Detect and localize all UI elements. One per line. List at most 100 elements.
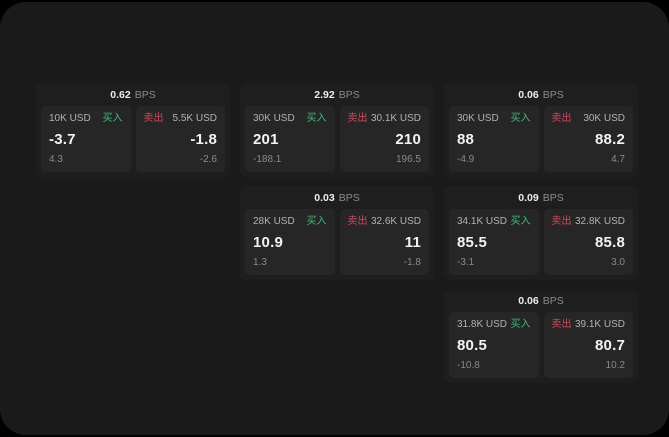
card-body: 30K USD 买入 88 -4.9 卖出 30K USD 88.2 4.7 <box>449 106 633 172</box>
buy-tile-header: 28K USD 买入 <box>253 216 327 228</box>
sell-tile-header: 卖出 39.1K USD <box>552 319 626 331</box>
buy-side-label: 买入 <box>510 319 531 330</box>
buy-amount: 30K USD <box>457 113 499 124</box>
sell-side-label: 卖出 <box>551 113 572 124</box>
card-header: 0.62 BPS <box>41 83 225 106</box>
spread-value: 0.06 <box>518 294 539 307</box>
sell-amount: 5.5K USD <box>172 113 217 124</box>
card-header: 0.06 BPS <box>449 289 633 312</box>
card-body: 10K USD 买入 -3.7 4.3 卖出 5.5K USD -1.8 -2.… <box>41 106 225 172</box>
buy-price: 85.5 <box>457 234 487 251</box>
spread-unit-label: BPS <box>542 294 564 307</box>
spread-unit-label: BPS <box>542 88 564 101</box>
buy-delta: -4.9 <box>457 154 475 165</box>
buy-delta: -3.1 <box>457 257 475 268</box>
card-body: 31.8K USD 买入 80.5 -10.8 卖出 39.1K USD 80.… <box>449 312 633 378</box>
sell-side-label: 卖出 <box>551 319 572 330</box>
spread-unit-label: BPS <box>338 88 360 101</box>
buy-price: -3.7 <box>49 131 76 148</box>
buy-tile[interactable]: 10K USD 买入 -3.7 4.3 <box>41 106 131 172</box>
sell-tile-header: 卖出 30K USD <box>552 113 626 125</box>
spread-unit-label: BPS <box>338 191 360 204</box>
sell-amount: 32.8K USD <box>574 216 625 227</box>
spread-value: 0.06 <box>518 88 539 101</box>
card-header: 2.92 BPS <box>245 83 429 106</box>
sell-delta: 10.2 <box>605 360 625 371</box>
sell-delta: -1.8 <box>403 257 421 268</box>
quote-card: 0.06 BPS 30K USD 买入 88 -4.9 卖出 30K USD 8… <box>444 83 638 177</box>
sell-tile[interactable]: 卖出 32.8K USD 85.8 3.0 <box>543 209 633 275</box>
sell-tile[interactable]: 卖出 39.1K USD 80.7 10.2 <box>543 312 633 378</box>
sell-delta: 196.5 <box>395 154 421 165</box>
sell-price: 85.8 <box>595 234 625 251</box>
card-grid: 0.62 BPS 10K USD 买入 -3.7 4.3 卖出 5.5K USD… <box>36 83 638 383</box>
buy-tile-header: 34.1K USD 买入 <box>457 216 531 228</box>
buy-side-label: 买入 <box>306 113 327 124</box>
sell-side-label: 卖出 <box>347 216 368 227</box>
buy-tile[interactable]: 28K USD 买入 10.9 1.3 <box>245 209 335 275</box>
quote-card: 0.06 BPS 31.8K USD 买入 80.5 -10.8 卖出 39.1… <box>444 289 638 383</box>
buy-amount: 34.1K USD <box>457 216 508 227</box>
sell-amount: 30K USD <box>583 113 625 124</box>
buy-side-label: 买入 <box>102 113 123 124</box>
card-body: 34.1K USD 买入 85.5 -3.1 卖出 32.8K USD 85.8… <box>449 209 633 275</box>
quote-card: 0.62 BPS 10K USD 买入 -3.7 4.3 卖出 5.5K USD… <box>36 83 230 177</box>
buy-side-label: 买入 <box>510 113 531 124</box>
sell-side-label: 卖出 <box>143 113 164 124</box>
buy-tile-header: 30K USD 买入 <box>457 113 531 125</box>
sell-delta: 4.7 <box>611 154 625 165</box>
buy-delta: 4.3 <box>49 154 63 165</box>
sell-side-label: 卖出 <box>551 216 572 227</box>
buy-tile[interactable]: 34.1K USD 买入 85.5 -3.1 <box>449 209 539 275</box>
spread-unit-label: BPS <box>134 88 156 101</box>
buy-tile[interactable]: 30K USD 买入 201 -188.1 <box>245 106 335 172</box>
spread-value: 0.09 <box>518 191 539 204</box>
sell-price: 80.7 <box>595 337 625 354</box>
sell-price: 11 <box>404 234 421 251</box>
buy-tile[interactable]: 31.8K USD 买入 80.5 -10.8 <box>449 312 539 378</box>
sell-price: -1.8 <box>190 131 217 148</box>
sell-tile-header: 卖出 30.1K USD <box>348 113 422 125</box>
card-header: 0.09 BPS <box>449 186 633 209</box>
sell-amount: 30.1K USD <box>370 113 421 124</box>
sell-tile-header: 卖出 5.5K USD <box>144 113 218 125</box>
sell-delta: -2.6 <box>199 154 217 165</box>
buy-amount: 28K USD <box>253 216 295 227</box>
buy-amount: 31.8K USD <box>457 319 508 330</box>
spread-value: 2.92 <box>314 88 335 101</box>
buy-delta: -188.1 <box>253 154 282 165</box>
buy-tile-header: 30K USD 买入 <box>253 113 327 125</box>
sell-tile[interactable]: 卖出 32.6K USD 11 -1.8 <box>339 209 429 275</box>
buy-tile-header: 10K USD 买入 <box>49 113 123 125</box>
card-body: 30K USD 买入 201 -188.1 卖出 30.1K USD 210 1… <box>245 106 429 172</box>
buy-price: 88 <box>457 131 475 148</box>
sell-amount: 39.1K USD <box>574 319 625 330</box>
spread-unit-label: BPS <box>542 191 564 204</box>
buy-amount: 10K USD <box>49 113 91 124</box>
buy-delta: 1.3 <box>253 257 267 268</box>
buy-delta: -10.8 <box>457 360 480 371</box>
buy-amount: 30K USD <box>253 113 295 124</box>
sell-price: 210 <box>395 131 421 148</box>
card-header: 0.06 BPS <box>449 83 633 106</box>
buy-tile-header: 31.8K USD 买入 <box>457 319 531 331</box>
buy-tile[interactable]: 30K USD 买入 88 -4.9 <box>449 106 539 172</box>
buy-price: 201 <box>253 131 279 148</box>
buy-price: 80.5 <box>457 337 487 354</box>
quote-card: 2.92 BPS 30K USD 买入 201 -188.1 卖出 30.1K … <box>240 83 434 177</box>
sell-tile[interactable]: 卖出 30K USD 88.2 4.7 <box>543 106 633 172</box>
sell-amount: 32.6K USD <box>370 216 421 227</box>
buy-price: 10.9 <box>253 234 283 251</box>
sell-side-label: 卖出 <box>347 113 368 124</box>
sell-tile[interactable]: 卖出 30.1K USD 210 196.5 <box>339 106 429 172</box>
spread-value: 0.03 <box>314 191 335 204</box>
spread-value: 0.62 <box>110 88 131 101</box>
card-header: 0.03 BPS <box>245 186 429 209</box>
sell-tile-header: 卖出 32.6K USD <box>348 216 422 228</box>
sell-tile[interactable]: 卖出 5.5K USD -1.8 -2.6 <box>135 106 225 172</box>
quote-card: 0.03 BPS 28K USD 买入 10.9 1.3 卖出 32.6K US… <box>240 186 434 280</box>
sell-tile-header: 卖出 32.8K USD <box>552 216 626 228</box>
buy-side-label: 买入 <box>510 216 531 227</box>
